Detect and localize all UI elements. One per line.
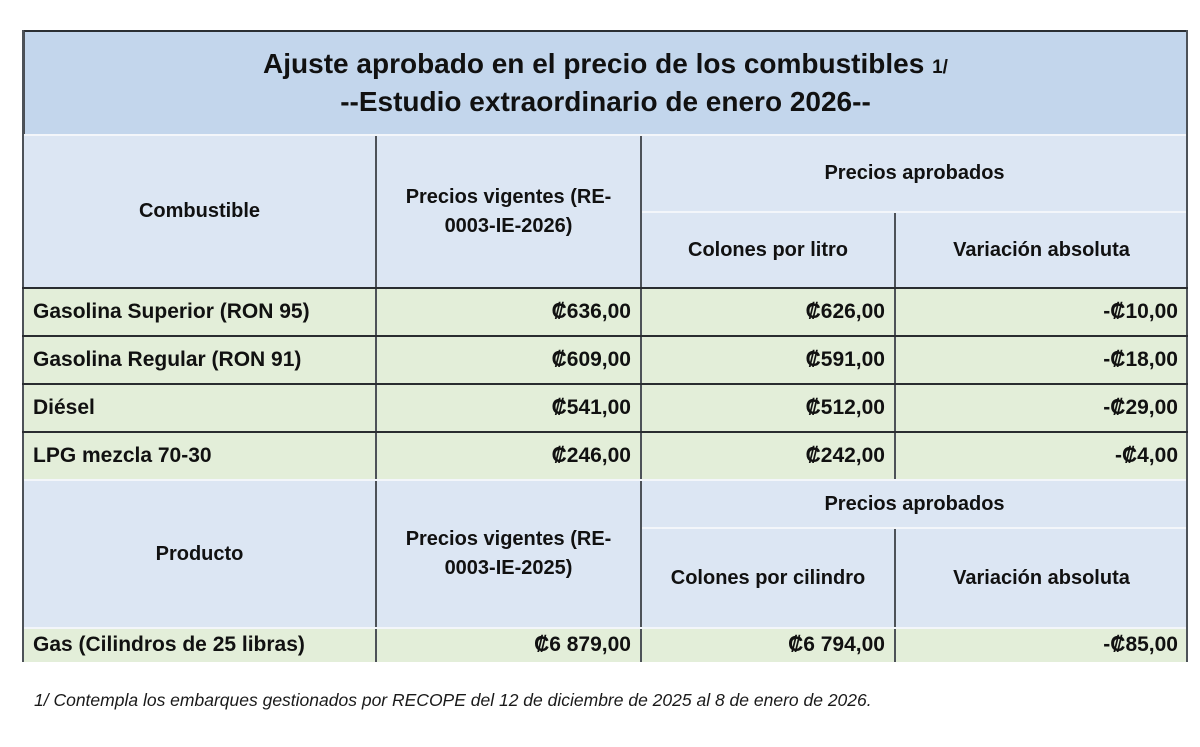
table-title-band: Ajuste aprobado en el precio de los comb… (23, 30, 1188, 135)
header-subdivider (642, 211, 1186, 213)
table-title-text: Ajuste aprobado en el precio de los comb… (263, 48, 925, 79)
footnote-reference: 1/ (932, 57, 948, 78)
header-precios-vigentes: Precios vigentes (RE-0003-IE-2025) (376, 480, 641, 628)
row-precio-aprobado: ₡6 794,00 (641, 628, 895, 662)
header-colones-por-cilindro: Colones por cilindro (641, 528, 895, 628)
row-precio-aprobado: ₡626,00 (641, 288, 895, 336)
row-variacion: -₡29,00 (895, 384, 1188, 432)
row-border (22, 431, 1188, 433)
row-name: Gasolina Regular (RON 91) (23, 336, 376, 384)
row-name: LPG mezcla 70-30 (23, 432, 376, 480)
section-separator (24, 479, 1186, 481)
row-border (22, 335, 1188, 337)
header-variacion-absoluta: Variación absoluta (895, 528, 1188, 628)
row-border (22, 287, 1188, 289)
column-divider (375, 135, 377, 662)
header-producto: Producto (23, 480, 376, 628)
footnote: 1/ Contempla los embarques gestionados p… (34, 690, 872, 710)
header-bottom-separator (24, 627, 1186, 629)
row-name: Gasolina Superior (RON 95) (23, 288, 376, 336)
column-divider (894, 528, 896, 662)
title-separator (24, 134, 1186, 136)
row-precio-vigente: ₡609,00 (376, 336, 641, 384)
row-precio-vigente: ₡246,00 (376, 432, 641, 480)
table-subtitle: --Estudio extraordinario de enero 2026-- (340, 86, 871, 117)
header-colones-por-litro: Colones por litro (641, 212, 895, 288)
header-precios-aprobados: Precios aprobados (641, 480, 1188, 528)
column-divider (640, 135, 642, 662)
row-variacion: -₡10,00 (895, 288, 1188, 336)
row-precio-vigente: ₡541,00 (376, 384, 641, 432)
header-precios-vigentes: Precios vigentes (RE-0003-IE-2026) (376, 135, 641, 288)
row-variacion: -₡18,00 (895, 336, 1188, 384)
row-border (22, 383, 1188, 385)
row-name: Diésel (23, 384, 376, 432)
row-precio-vigente: ₡636,00 (376, 288, 641, 336)
column-divider (894, 212, 896, 480)
row-variacion: -₡4,00 (895, 432, 1188, 480)
row-precio-aprobado: ₡242,00 (641, 432, 895, 480)
header-precios-aprobados: Precios aprobados (641, 135, 1188, 212)
table-title: Ajuste aprobado en el precio de los comb… (25, 48, 1186, 84)
row-name: Gas (Cilindros de 25 libras) (23, 628, 376, 662)
header-combustible: Combustible (23, 135, 376, 288)
row-precio-aprobado: ₡591,00 (641, 336, 895, 384)
header-subdivider (642, 527, 1186, 529)
row-precio-vigente: ₡6 879,00 (376, 628, 641, 662)
table-border-right (1186, 30, 1188, 662)
table-border-left (22, 30, 24, 662)
row-precio-aprobado: ₡512,00 (641, 384, 895, 432)
row-variacion: -₡85,00 (895, 628, 1188, 662)
header-variacion-absoluta: Variación absoluta (895, 212, 1188, 288)
